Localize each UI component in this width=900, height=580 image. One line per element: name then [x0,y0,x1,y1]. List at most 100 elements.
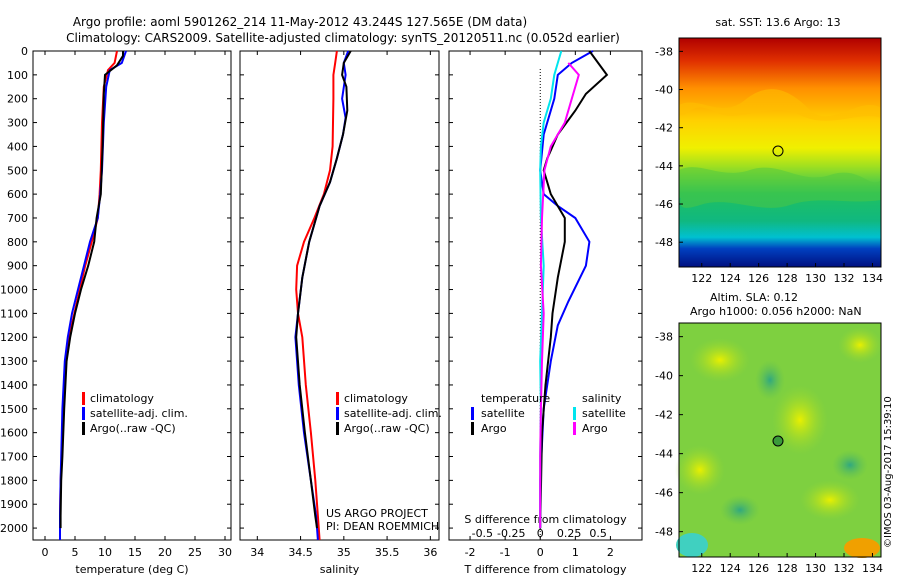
sla-map-texture [675,445,725,495]
sst-map-frame [678,37,882,268]
x-tick-label: 30 [218,546,232,559]
y-tick-label: 1300 [0,355,28,368]
x-tick-label: -1 [500,546,511,559]
map-x-tick-label: 128 [777,562,798,575]
y-tick-label: 700 [7,212,28,225]
x-tick-label: 34 [250,546,264,559]
sla-map-title1: Altim. SLA: 0.12 [710,291,798,304]
sst-map-title: sat. SST: 13.6 Argo: 13 [715,16,840,29]
legend-label-satellite: satellite-adj. clim. [90,407,188,420]
y-tick-label: 300 [7,117,28,130]
x2-tick-label: -0.25 [497,527,525,540]
sla-map-texture [690,338,750,382]
legend-swatch-argo [82,422,85,435]
y-tick-label: 1600 [0,427,28,440]
sla-map-texture [772,385,828,455]
y-tick-label: 500 [7,164,28,177]
legend-swatch-sal-satellite [573,407,576,420]
legend-swatch-temp-argo [471,422,474,435]
map-y-tick-label: -42 [655,122,673,135]
title-line1: Argo profile: aoml 5901262_214 11-May-20… [73,15,527,29]
x-axis-label: salinity [320,563,360,576]
legend-label-argo: Argo(..raw -QC) [90,422,176,435]
x-tick-label: 1 [572,546,579,559]
map-y-tick-label: -44 [655,448,673,461]
map-y-tick-label: -42 [655,409,673,422]
profile-panels: 0100200300400500600700800900100011001200… [0,45,643,576]
temp-legend: climatology satellite-adj. clim. Argo(..… [82,392,188,435]
y-tick-label: 600 [7,188,28,201]
x-tick-label: 10 [98,546,112,559]
sla-map-texture [720,495,760,525]
title-line2: Climatology: CARS2009. Satellite-adjuste… [66,31,620,45]
y-tick-label: 1900 [0,498,28,511]
series-line [295,50,352,529]
map-y-tick-label: -44 [655,160,673,173]
map-y-tick-label: -40 [655,370,673,383]
profile-panel-2: 34 34.5 35 35.5 36 salinity [239,50,440,576]
map-y-tick-label: -46 [655,487,673,500]
y-tick-label: 1000 [0,284,28,297]
legend-label-sal-satellite: satellite [582,407,626,420]
sla-map-title2: Argo h1000: 0.056 h2000: NaN [690,305,862,318]
map-y-tick-label: -38 [655,45,673,58]
x-axis-label: temperature (deg C) [75,563,188,576]
map-x-tick-label: 134 [862,272,883,285]
profile-panel-3: -2 -1 0 1 2 T difference from climatology S di… [448,50,643,576]
y-tick-label: 1100 [0,307,28,320]
map-x-tick-label: 124 [720,272,741,285]
y-tick-label: 1400 [0,379,28,392]
map-x-tick-label: 126 [748,562,769,575]
sal-legend: climatology satellite-adj. clim. Argo(..… [336,392,442,435]
legend-header-salinity: salinity [582,392,622,405]
legend-swatch-argo [336,422,339,435]
x-axis-label: T difference from climatology [464,563,627,576]
legend-swatch-satellite [336,407,339,420]
legend-swatch-satellite [82,407,85,420]
map-x-tick-label: 122 [691,562,712,575]
y-tick-label: 900 [7,260,28,273]
legend-swatch-climatology [336,392,339,405]
sla-map-texture [844,538,880,558]
map-x-tick-label: 124 [720,562,741,575]
x-tick-label: 25 [188,546,202,559]
x-tick-label: 15 [128,546,142,559]
map-x-tick-label: 132 [834,272,855,285]
sla-map: Altim. SLA: 0.12 Argo h1000: 0.056 h2000… [655,291,883,575]
map-x-tick-label: 130 [805,272,826,285]
y-tick-label: 0 [21,45,28,58]
project-line1: US ARGO PROJECT [326,507,428,520]
legend-label-sal-argo: Argo [582,422,608,435]
x2-tick-label: 0 [537,527,544,540]
profile-panel-1: 0100200300400500600700800900100011001200… [0,45,232,576]
sst-map-argo-marker [772,145,784,157]
x-tick-label: 20 [158,546,172,559]
series-line [59,51,124,529]
sla-map-texture [755,360,785,400]
x2-tick-label: -0.5 [472,527,493,540]
map-y-tick-label: -48 [655,236,673,249]
legend-label-climatology: climatology [90,392,154,405]
series-line [59,50,127,540]
sla-map-texture [800,480,860,520]
sla-map-argo-marker [772,435,784,447]
x-tick-label: 0 [537,546,544,559]
map-y-tick-label: -38 [655,331,673,344]
map-x-tick-label: 126 [748,272,769,285]
x-tick-label: -2 [465,546,476,559]
y-tick-label: 200 [7,93,28,106]
x-tick-label: 35 [337,546,351,559]
panel-frame [32,50,232,541]
y-tick-label: 1200 [0,331,28,344]
legend-label-argo: Argo(..raw -QC) [344,422,430,435]
legend-swatch-climatology [82,392,85,405]
y-tick-label: 1500 [0,403,28,416]
legend-header-temperature: temperature [481,392,550,405]
legend-label-temp-satellite: satellite [481,407,525,420]
panel-frame [239,50,440,541]
sst-map-texture [679,89,881,121]
x-tick-label: 36 [423,546,437,559]
series-line [295,50,338,541]
x-tick-label: 35.5 [375,546,400,559]
